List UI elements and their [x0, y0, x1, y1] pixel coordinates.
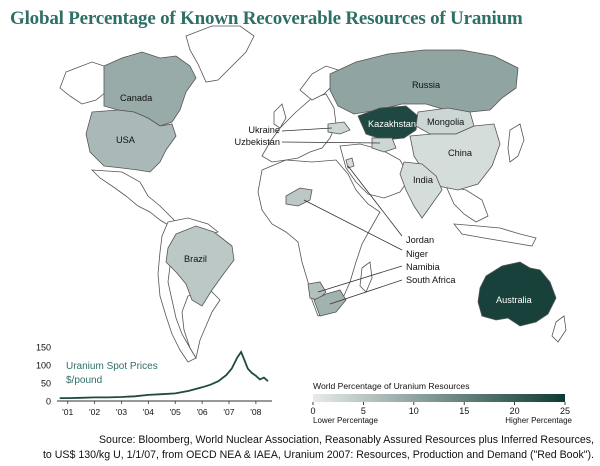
source-line-2: to US$ 130/kg U, 1/1/07, from OECD NEA &… — [42, 449, 594, 461]
chart-axes: 0 50 100 150 '01 '02 '03 '04 '05 '06 '07 '08 — [36, 343, 272, 417]
label-usa: USA — [116, 135, 136, 145]
country-ukraine — [327, 121, 351, 135]
legend-high-label: Higher Percentage — [505, 416, 572, 425]
country-greenland — [185, 25, 255, 83]
legend-tick-label: 20 — [510, 406, 520, 416]
legend-tick-label: 0 — [310, 406, 315, 416]
label-uzbekistan: Uzbekistan — [235, 137, 280, 147]
price-series-line — [59, 350, 269, 399]
chart-x-tick-label: '08 — [250, 407, 261, 417]
land-southeast-asia — [445, 185, 489, 223]
chart-x-tick-label: '04 — [143, 407, 154, 417]
source-line-1: Source: Bloomberg, World Nuclear Associa… — [98, 434, 594, 446]
country-uzbekistan — [371, 137, 397, 153]
label-russia: Russia — [412, 80, 441, 90]
country-labels: Canada USA Brazil Russia Kazakhstan Mong… — [116, 80, 533, 305]
country-india — [399, 161, 443, 219]
label-australia: Australia — [496, 295, 533, 305]
chart-y-tick-label: 0 — [46, 397, 51, 407]
chart-y-tick-label: 100 — [36, 361, 51, 371]
country-australia — [477, 261, 557, 327]
land-argentina — [181, 289, 221, 360]
legend-tick-label: 5 — [361, 406, 366, 416]
legend-tick-label: 10 — [409, 406, 419, 416]
chart-x-tick-label: '07 — [223, 407, 234, 417]
chart-x-tick-label: '02 — [89, 407, 100, 417]
chart-x-tick-label: '03 — [116, 407, 127, 417]
label-china: China — [448, 148, 473, 158]
legend-title: World Percentage of Uranium Resources — [313, 381, 470, 391]
leader-ukraine — [281, 127, 333, 132]
legend-tick-label: 15 — [459, 406, 469, 416]
land-new-zealand — [551, 315, 567, 343]
leader-jordan — [347, 165, 403, 237]
chart-title: Uranium Spot Prices — [66, 361, 158, 372]
land-mexico-central-america — [90, 169, 177, 227]
chart-y-tick-label: 150 — [36, 343, 51, 353]
country-niger — [285, 187, 313, 207]
leader-namibia — [317, 265, 403, 293]
label-india: India — [413, 175, 434, 185]
legend-low-label: Lower Percentage — [313, 416, 378, 425]
label-namibia: Namibia — [406, 262, 441, 272]
chart-x-tick-label: '01 — [62, 407, 73, 417]
page-title: Global Percentage of Known Recoverable R… — [10, 8, 523, 29]
price-chart: Uranium Spot Prices $/pound 0 50 100 150 '01… — [36, 343, 272, 417]
label-south-africa: South Africa — [406, 275, 456, 285]
legend: World Percentage of Uranium Resources 0 5… — [310, 381, 572, 425]
land-japan — [507, 123, 525, 163]
chart-ylabel: $/pound — [66, 375, 102, 386]
land-uk — [273, 103, 287, 129]
label-kazakhstan: Kazakhstan — [368, 119, 416, 129]
label-canada: Canada — [120, 93, 153, 103]
label-ukraine: Ukraine — [248, 125, 280, 135]
country-south-africa — [313, 289, 347, 317]
chart-x-tick-label: '05 — [170, 407, 181, 417]
country-russia — [329, 49, 519, 115]
legend-ticks: 0 5 10 15 20 25 — [310, 402, 570, 416]
land-alaska — [59, 61, 107, 105]
leader-niger — [303, 199, 403, 251]
chart-x-tick-label: '06 — [197, 407, 208, 417]
land-indonesia — [453, 223, 537, 247]
label-mongolia: Mongolia — [427, 117, 465, 127]
chart-y-tick-label: 50 — [41, 379, 51, 389]
legend-gradient-bar — [313, 394, 565, 402]
country-brazil — [165, 225, 235, 307]
country-jordan — [345, 157, 355, 169]
label-niger: Niger — [406, 249, 428, 259]
country-layer — [85, 25, 557, 327]
leader-lines — [281, 127, 403, 305]
country-usa — [85, 109, 177, 173]
legend-tick-label: 25 — [560, 406, 570, 416]
label-brazil: Brazil — [184, 254, 207, 264]
leader-south-africa — [329, 279, 403, 305]
country-kazakhstan — [357, 105, 419, 141]
leader-uzbekistan — [281, 141, 381, 144]
label-jordan: Jordan — [406, 235, 434, 245]
